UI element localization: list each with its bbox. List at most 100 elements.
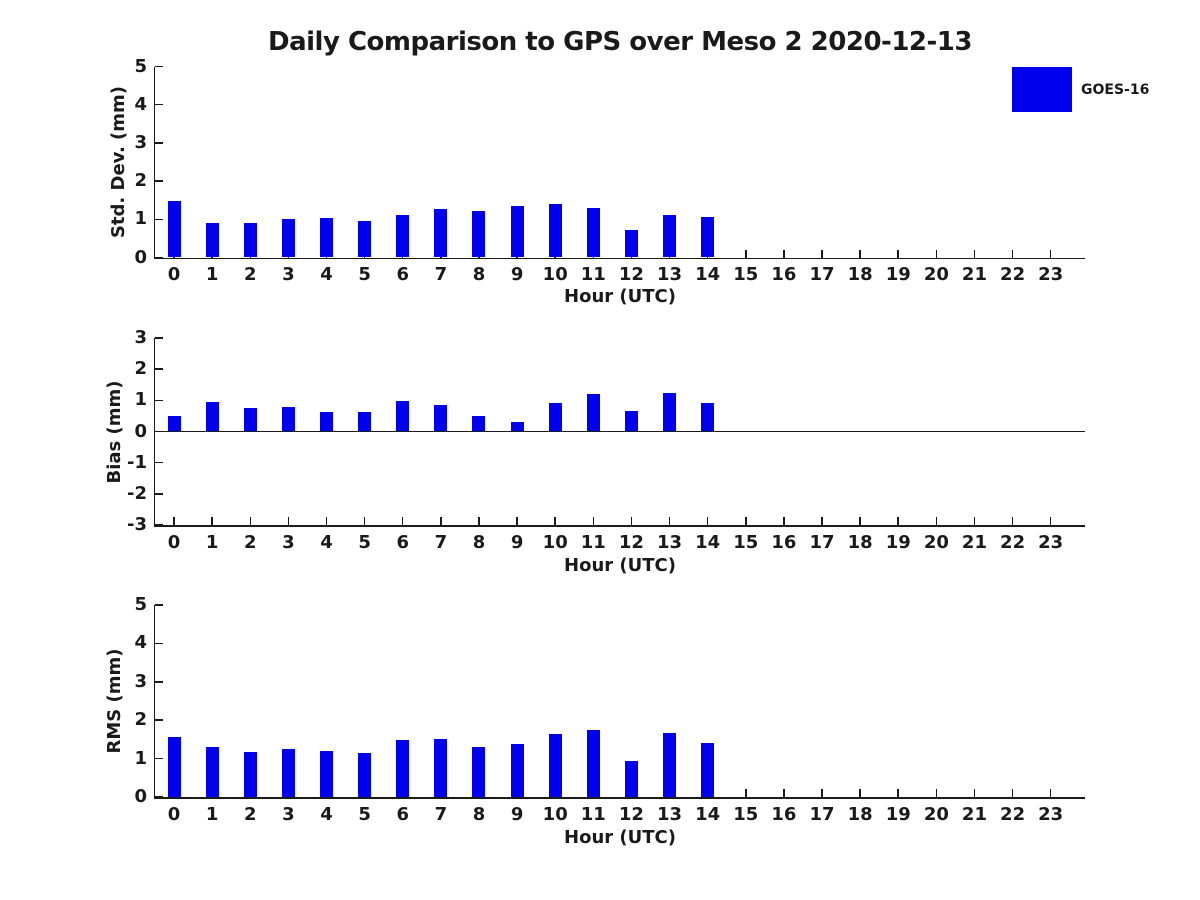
x-tick-mark	[935, 517, 938, 525]
x-tick-label: 15	[733, 531, 759, 553]
y-tick-label: 4	[134, 632, 147, 654]
x-tick-label: 13	[657, 803, 683, 825]
x-tick-label: 10	[542, 531, 568, 553]
x-tick-label: 14	[695, 803, 721, 825]
x-tick-label: 9	[510, 264, 524, 285]
x-tick-label: 1	[205, 264, 219, 285]
x-tick-label: 3	[282, 531, 295, 553]
x-tick-mark	[859, 517, 861, 525]
x-tick-label: 15	[733, 803, 759, 825]
x-tick-label: 5	[358, 264, 371, 285]
x-tick-label: 9	[510, 531, 524, 553]
bar-hour-4	[320, 750, 334, 797]
y-tick-label: -2	[127, 482, 147, 504]
x-tick-label: 20	[923, 531, 949, 553]
x-tick-label: 3	[282, 264, 295, 285]
y-tick-label: 1	[134, 389, 147, 411]
bar-hour-7	[434, 209, 448, 258]
y-axis-label: Bias (mm)	[104, 380, 125, 483]
x-tick-mark	[897, 789, 899, 797]
x-tick-label: 0	[167, 264, 181, 285]
y-tick-label: 3	[134, 327, 147, 348]
x-tick-mark	[1011, 789, 1014, 797]
x-tick-mark	[401, 517, 404, 525]
bar-hour-13	[663, 732, 677, 797]
x-tick-label: 17	[809, 803, 835, 825]
x-tick-label: 2	[244, 264, 257, 285]
y-tick-label: 5	[134, 55, 147, 77]
x-tick-mark	[211, 517, 213, 525]
x-axis-label: Hour (UTC)	[564, 827, 676, 848]
x-tick-mark	[745, 517, 747, 525]
x-tick-mark	[973, 789, 976, 797]
x-tick-label: 12	[618, 803, 644, 825]
bar-hour-0	[167, 415, 181, 432]
x-tick-mark	[859, 789, 861, 797]
bar-hour-2	[243, 752, 257, 797]
bar-hour-0	[167, 737, 181, 797]
bar-hour-8	[472, 416, 486, 432]
x-tick-mark	[1049, 249, 1052, 258]
bar-hour-10	[548, 204, 562, 258]
x-tick-mark	[745, 789, 747, 797]
legend: GOES-16	[1012, 67, 1149, 112]
y-tick-mark	[155, 681, 163, 683]
y-tick-mark	[155, 142, 163, 144]
x-tick-label: 23	[1038, 264, 1064, 285]
bar-hour-8	[472, 211, 486, 258]
y-tick-mark	[155, 493, 163, 495]
x-tick-mark	[783, 249, 785, 258]
bar-hour-1	[205, 747, 219, 797]
x-tick-label: 18	[847, 531, 873, 553]
x-tick-label: 21	[961, 803, 987, 825]
x-tick-label: 0	[167, 531, 181, 553]
bar-hour-8	[472, 747, 486, 797]
y-tick-label: 0	[134, 786, 147, 807]
x-tick-mark	[173, 517, 175, 525]
y-axis-spine	[153, 66, 155, 259]
x-tick-mark	[554, 517, 556, 525]
y-axis-spine	[153, 605, 155, 799]
x-tick-label: 18	[847, 803, 873, 825]
y-tick-label: 2	[134, 358, 147, 380]
bar-hour-9	[510, 421, 524, 432]
bar-hour-9	[510, 744, 524, 797]
x-tick-label: 16	[771, 531, 797, 553]
x-tick-label: 6	[396, 803, 409, 825]
x-tick-label: 17	[809, 531, 835, 553]
x-tick-mark	[630, 517, 633, 525]
x-tick-mark	[668, 517, 671, 525]
x-tick-mark	[973, 249, 976, 258]
x-tick-mark	[973, 517, 976, 525]
bar-hour-12	[624, 411, 638, 432]
bar-hour-6	[396, 401, 410, 432]
x-tick-label: 7	[434, 803, 448, 825]
bar-hour-5	[358, 753, 372, 797]
x-tick-label: 6	[396, 264, 409, 285]
y-tick-label: 2	[134, 709, 147, 731]
x-tick-label: 22	[1000, 803, 1026, 825]
x-tick-mark	[592, 517, 595, 525]
y-tick-label: 0	[134, 246, 147, 268]
y-tick-label: 5	[134, 594, 147, 615]
x-tick-label: 9	[510, 803, 524, 825]
x-tick-label: 4	[320, 803, 333, 825]
y-axis-label: Std. Dev. (mm)	[108, 85, 129, 239]
x-tick-label: 3	[282, 803, 295, 825]
x-tick-label: 7	[434, 531, 448, 553]
x-tick-label: 7	[434, 264, 448, 285]
x-tick-label: 8	[472, 531, 486, 553]
x-tick-label: 8	[472, 803, 486, 825]
bar-hour-1	[205, 401, 219, 432]
y-tick-mark	[155, 719, 163, 721]
y-tick-label: 1	[134, 208, 147, 230]
x-tick-label: 11	[580, 264, 606, 285]
x-tick-label: 2	[244, 803, 257, 825]
y-tick-label: 3	[134, 131, 147, 153]
x-tick-label: 14	[695, 264, 721, 285]
x-tick-label: 19	[885, 264, 911, 285]
x-tick-label: 20	[923, 264, 949, 285]
bar-hour-3	[281, 406, 295, 432]
x-axis-spine	[153, 525, 1085, 527]
